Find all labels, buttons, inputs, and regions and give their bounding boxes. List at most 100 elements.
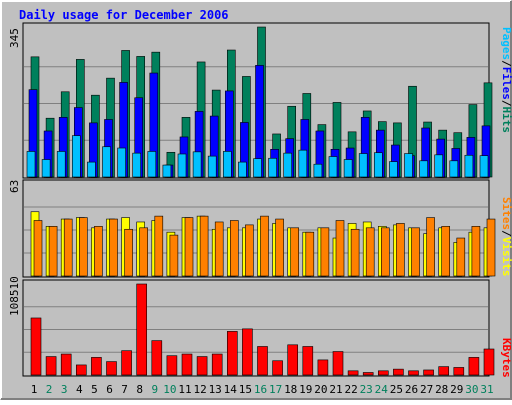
bar-kbytes-day-6 [106, 361, 117, 376]
bar-sites-day-23 [365, 227, 375, 277]
x-axis-labels: 1 2 3 4 5 6 7 8 9 10 11 12 13 14 15 16 17 18 19 20 21 22 23 24 2… [31, 383, 494, 396]
bar-pages-day-20 [313, 163, 323, 178]
bar-kbytes-day-16 [257, 346, 268, 376]
legend-visits: Visits [500, 237, 512, 277]
bar-pages-day-15 [238, 161, 247, 178]
bar-kbytes-day-22 [347, 370, 359, 376]
bar-kbytes-day-2 [45, 356, 57, 376]
bar-kbytes-day-31 [483, 348, 495, 376]
bar-kbytes-day-17 [272, 360, 283, 376]
bar-kbytes-day-3 [60, 353, 72, 376]
bar-pages-day-14 [223, 151, 232, 178]
bar-pages-day-17 [268, 157, 277, 178]
bar-sites-day-5 [94, 226, 103, 277]
bar-pages-day-18 [283, 152, 293, 178]
x-label-day-20: 20 [314, 383, 327, 396]
bar-sites-day-18 [290, 227, 300, 277]
bar-sites-day-29 [456, 237, 466, 277]
bar-sites-day-9 [154, 215, 164, 277]
bar-sites-day-26 [411, 227, 420, 277]
bar-sites-day-25 [396, 223, 405, 277]
bar-kbytes-day-5 [91, 357, 102, 376]
bar-sites-day-22 [350, 228, 360, 277]
bar-pages-day-19 [298, 149, 308, 178]
bar-kbytes-day-9 [151, 340, 163, 376]
legend-bottom: KBytes [500, 338, 512, 378]
bar-kbytes-day-1 [30, 317, 42, 376]
bar-sites-day-6 [109, 218, 118, 277]
bar-kbytes-day-21 [332, 351, 344, 376]
x-label-day-24: 24 [375, 383, 389, 396]
bar-pages-day-29 [449, 160, 459, 178]
bar-pages-day-10 [162, 164, 172, 178]
legend-sep-3: / [500, 230, 512, 237]
bar-kbytes-day-15 [242, 328, 253, 376]
legend-files: Files [500, 67, 512, 100]
x-label-day-2: 2 [46, 383, 53, 396]
bar-kbytes-day-27 [423, 369, 434, 376]
bar-kbytes-day-11 [181, 353, 193, 376]
bar-kbytes-day-12 [196, 356, 208, 376]
bar-sites-day-30 [471, 226, 481, 277]
bar-pages-day-27 [419, 160, 428, 178]
legend-sep-1: / [500, 60, 512, 67]
legend-sites: Sites [500, 197, 512, 230]
bar-sites-day-3 [63, 218, 73, 277]
x-label-day-13: 13 [209, 383, 222, 396]
legend-hits: Hits [500, 107, 512, 134]
bar-pages-day-28 [434, 154, 444, 178]
bar-sites-day-21 [335, 220, 345, 277]
x-label-day-29: 29 [450, 383, 463, 396]
x-label-day-11: 11 [178, 383, 191, 396]
bar-sites-day-24 [380, 227, 390, 277]
bar-sites-day-19 [305, 231, 315, 277]
x-label-day-5: 5 [91, 383, 98, 396]
bar-pages-day-3 [56, 151, 66, 178]
bar-kbytes-day-30 [468, 357, 480, 376]
bar-sites-day-13 [214, 221, 224, 277]
x-label-day-14: 14 [224, 383, 238, 396]
x-label-day-26: 26 [405, 383, 418, 396]
bar-pages-day-1 [26, 151, 36, 178]
legend-top: Pages/Files/Hits [500, 27, 512, 133]
bar-sites-day-14 [230, 220, 239, 277]
bar-pages-day-12 [192, 151, 202, 178]
bar-kbytes-day-10 [166, 355, 178, 376]
bar-pages-day-8 [132, 152, 141, 178]
bar-pages-day-23 [358, 153, 368, 178]
top-max-label: 345 [8, 28, 21, 48]
bar-kbytes-day-20 [317, 359, 329, 376]
bar-pages-day-25 [389, 161, 398, 178]
bar-sites-day-20 [320, 227, 330, 277]
bar-pages-day-7 [117, 147, 126, 178]
bar-pages-day-6 [102, 146, 111, 178]
bar-kbytes-day-26 [408, 370, 419, 376]
bar-sites-day-10 [169, 234, 179, 277]
x-label-day-27: 27 [420, 383, 433, 396]
x-label-day-18: 18 [284, 383, 297, 396]
bar-pages-day-13 [207, 155, 217, 178]
x-label-day-22: 22 [344, 383, 357, 396]
legend-middle: Sites/Visits [500, 197, 512, 277]
bar-kbytes-day-13 [211, 353, 223, 376]
x-label-day-1: 1 [31, 383, 38, 396]
bar-pages-day-9 [147, 151, 157, 178]
bar-pages-day-24 [373, 152, 383, 178]
bar-kbytes-day-7 [121, 350, 132, 376]
bar-kbytes-day-29 [453, 367, 465, 376]
bar-pages-day-11 [177, 153, 187, 178]
bar-sites-day-27 [426, 217, 435, 277]
x-label-day-10: 10 [163, 383, 176, 396]
bar-sites-day-8 [139, 227, 148, 277]
bar-pages-day-5 [87, 161, 96, 178]
bar-kbytes-day-23 [362, 372, 374, 376]
bar-sites-day-1 [33, 220, 43, 277]
bar-pages-day-22 [343, 159, 353, 178]
bar-kbytes-day-8 [136, 283, 147, 376]
bar-sites-day-12 [199, 215, 209, 277]
x-label-day-8: 8 [136, 383, 143, 396]
x-label-day-28: 28 [435, 383, 448, 396]
